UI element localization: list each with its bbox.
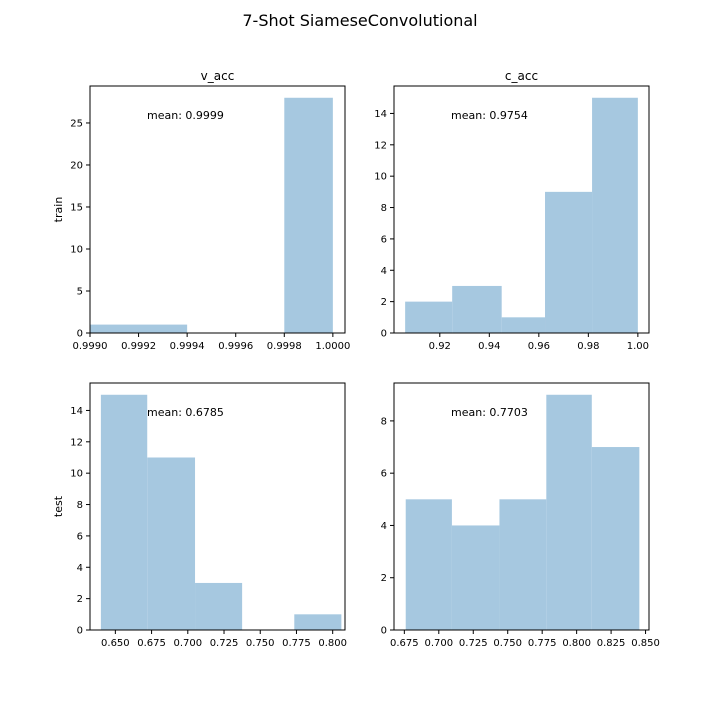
y-tick-label: 10 (70, 469, 83, 480)
panel-v-acc-train: v_acc train mean: 0.9999 0.9990 0.9992 0.9… (52, 69, 350, 352)
x-tick-label: 0.775 (282, 638, 311, 649)
histogram-bar (592, 97, 638, 333)
histogram-bar (100, 394, 148, 630)
axes-frame (89, 85, 346, 334)
histogram-bar (195, 582, 243, 630)
y-tick-label: 6 (381, 234, 387, 245)
x-tick-label: 0.96 (528, 341, 550, 352)
panel-title: v_acc (201, 69, 235, 83)
x-tick-label: 0.9996 (218, 341, 253, 352)
x-tick-label: 0.750 (493, 638, 522, 649)
y-tick-label: 2 (381, 573, 387, 584)
mean-annotation: mean: 0.9754 (451, 109, 528, 122)
mean-annotation: mean: 0.9999 (147, 109, 224, 122)
x-tick-label: 1.00 (627, 341, 649, 352)
histogram-bars (405, 97, 638, 333)
y-tick-label: 12 (374, 140, 387, 151)
histogram-bars (405, 394, 640, 630)
x-tick-label: 1.0000 (315, 341, 350, 352)
histogram-bar (90, 324, 188, 333)
y-tick-label: 6 (77, 531, 83, 542)
x-tick-label: 0.825 (597, 638, 626, 649)
y-tick-label: 8 (381, 416, 387, 427)
histogram-bar (545, 191, 593, 333)
x-tick-label: 0.700 (173, 638, 202, 649)
x-tick-label: 0.9990 (73, 341, 108, 352)
panel-v-acc-test: test mean: 0.6785 0.650 0.675 0.700 0.725 0.… (52, 382, 347, 649)
histogram-bar (452, 285, 502, 333)
y-tick-label: 2 (381, 297, 387, 308)
figure-suptitle: 7-Shot SiameseConvolutional (242, 11, 477, 30)
y-tick-label: 8 (381, 203, 387, 214)
axes-frame (393, 382, 650, 631)
histogram-bars (100, 394, 342, 630)
x-tick-label: 0.800 (318, 638, 347, 649)
y-tick-label: 4 (381, 521, 387, 532)
histogram-bar (546, 394, 592, 630)
y-tick-label: 6 (381, 469, 387, 480)
histogram-bar (294, 614, 342, 630)
y-tick-label: 12 (70, 437, 83, 448)
y-tick-label: 5 (77, 286, 83, 297)
x-tick-label: 0.675 (137, 638, 166, 649)
x-tick-label: 0.725 (210, 638, 239, 649)
y-tick-label: 20 (70, 160, 83, 171)
x-tick-label: 0.750 (246, 638, 275, 649)
x-tick-label: 0.675 (390, 638, 419, 649)
x-tick-label: 0.700 (424, 638, 453, 649)
histogram-bar (591, 447, 640, 630)
panel-c-acc-train: c_acc mean: 0.9754 0.92 0.94 0.96 0.98 1.00 0… (374, 69, 650, 352)
histogram-bar (405, 499, 452, 630)
y-tick-label: 10 (70, 244, 83, 255)
y-tick-label: 25 (70, 118, 83, 129)
histogram-bar (451, 525, 500, 630)
mean-annotation: mean: 0.7703 (451, 406, 528, 419)
x-tick-label: 0.650 (101, 638, 130, 649)
x-tick-label: 0.800 (562, 638, 591, 649)
x-tick-label: 0.725 (459, 638, 488, 649)
histogram-bar (405, 301, 453, 333)
x-tick-label: 0.92 (429, 341, 451, 352)
y-tick-label: 0 (381, 626, 387, 637)
y-tick-label: 14 (70, 406, 83, 417)
x-tick-label: 0.9992 (121, 341, 156, 352)
panel-c-acc-test: mean: 0.7703 0.675 0.700 0.725 0.750 0.775 0.… (381, 382, 660, 649)
y-tick-label: 10 (374, 172, 387, 183)
y-tick-label: 2 (77, 594, 83, 605)
x-tick-label: 0.775 (528, 638, 557, 649)
panel-title: c_acc (505, 69, 538, 83)
histogram-bars (90, 97, 333, 333)
histogram-bar (501, 317, 546, 333)
y-tick-label: 4 (77, 563, 83, 574)
mean-annotation: mean: 0.6785 (147, 406, 224, 419)
y-tick-label: 0 (77, 626, 83, 637)
x-tick-label: 0.94 (478, 341, 500, 352)
y-tick-label: 14 (374, 109, 387, 120)
y-tick-label: 4 (381, 266, 387, 277)
y-tick-label: 0 (77, 329, 83, 340)
axes-frame (89, 382, 346, 631)
y-axis-label: test (52, 495, 65, 517)
y-tick-label: 0 (381, 329, 387, 340)
y-tick-label: 15 (70, 202, 83, 213)
x-tick-label: 0.98 (577, 341, 599, 352)
histogram-bar (284, 97, 333, 333)
histogram-bar (499, 499, 547, 630)
x-tick-label: 0.9994 (170, 341, 205, 352)
axes-frame (393, 85, 650, 334)
y-axis-label: train (52, 197, 65, 223)
histogram-bar (147, 457, 196, 630)
x-tick-label: 0.850 (631, 638, 660, 649)
y-tick-label: 8 (77, 500, 83, 511)
x-tick-label: 0.9998 (267, 341, 302, 352)
